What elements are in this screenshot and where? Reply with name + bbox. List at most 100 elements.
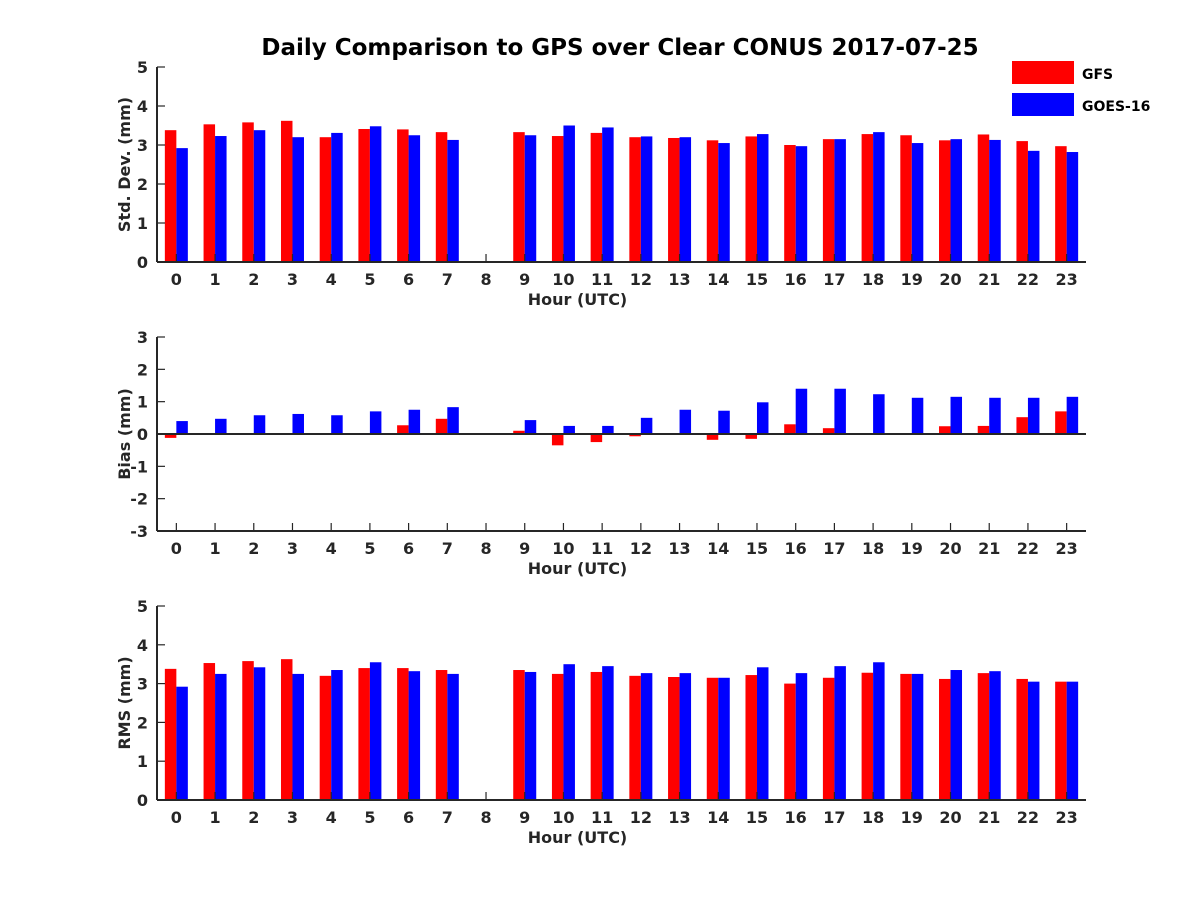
- panel-3-bar-goes-16-hour-12: [640, 673, 653, 800]
- panel-2-x-tick-label: 13: [668, 539, 690, 558]
- panel-3-x-tick-label: 17: [823, 808, 845, 827]
- panel-2-bar-goes-16-hour-3: [292, 413, 304, 434]
- panel-2-x-tick-label: 22: [1017, 539, 1039, 558]
- panel-3-bar-goes-16-hour-2: [253, 667, 266, 800]
- panel-2-bar-goes-16-hour-6: [408, 409, 421, 434]
- panel-2-bar-goes-16-hour-18: [873, 394, 885, 434]
- panel-2-bar-goes-16-hour-4: [331, 415, 343, 434]
- panel-3-bar-gfs-hour-1: [203, 663, 216, 800]
- panel-1-x-tick-label: 3: [287, 270, 298, 289]
- panel-1-x-tick-label: 15: [746, 270, 768, 289]
- panel-3-bar-gfs-hour-3: [280, 659, 293, 800]
- panel-2-bar-goes-16-hour-0: [176, 421, 188, 434]
- legend-swatch-goes16: [1012, 93, 1074, 116]
- panel-3-bar-goes-16-hour-11: [602, 666, 614, 800]
- panel-2-x-tick-label: 21: [978, 539, 1000, 558]
- panel-3-x-tick-label: 15: [746, 808, 768, 827]
- panel-3-bar-gfs-hour-14: [706, 677, 719, 800]
- panel-2-bar-goes-16-hour-22: [1027, 397, 1040, 434]
- panel-1-x-tick-label: 10: [552, 270, 574, 289]
- panel-3-x-tick-label: 3: [287, 808, 298, 827]
- panel-3-x-tick-label: 0: [171, 808, 182, 827]
- panel-2-bar-goes-16-hour-20: [950, 396, 963, 434]
- panel-3-bar-goes-16-hour-20: [950, 670, 963, 800]
- panel-3-x-tick-label: 16: [785, 808, 807, 827]
- panel-2-bar-gfs-hour-9: [513, 430, 525, 434]
- panel-2-y-tick-label: 0: [137, 425, 148, 444]
- panel-2-bar-gfs-hour-15: [745, 434, 757, 439]
- panel-1-bar-goes-16-hour-0: [176, 148, 188, 262]
- panel-1-x-tick-label: 13: [668, 270, 690, 289]
- panel-1-bar-goes-16-hour-14: [718, 143, 730, 262]
- panel-3-bar-goes-16-hour-16: [795, 673, 808, 800]
- panel-3-bar-goes-16-hour-1: [215, 673, 227, 800]
- panel-3-y-tick-label: 0: [137, 791, 148, 810]
- panel-1-x-tick-label: 11: [591, 270, 613, 289]
- legend: GFS GOES-16: [1012, 61, 1150, 116]
- panel-3-y-axis-label: RMS (mm): [115, 656, 134, 749]
- panel-1-y-tick-label: 2: [137, 175, 148, 194]
- panel-1-bar-gfs-hour-0: [164, 130, 177, 262]
- panel-2-bar-gfs-hour-17: [822, 428, 835, 434]
- panel-3-x-tick-label: 8: [480, 808, 491, 827]
- panel-3-bar-goes-16-hour-18: [873, 662, 885, 800]
- panel-1-x-tick-label: 19: [901, 270, 923, 289]
- panel-3-x-tick-label: 18: [862, 808, 884, 827]
- panel-2-bar-gfs-hour-12: [629, 434, 641, 437]
- panel-1-x-tick-label: 22: [1017, 270, 1039, 289]
- panel-2-bar-gfs-hour-0: [164, 434, 177, 438]
- panel-3-x-tick-label: 12: [630, 808, 652, 827]
- panel-1-y-tick-label: 4: [137, 97, 148, 116]
- panel-2-bar-goes-16-hour-5: [369, 411, 382, 434]
- panel-3-bar-goes-16-hour-19: [911, 673, 924, 800]
- panel-3-bar-goes-16-hour-3: [292, 673, 304, 800]
- panel-1-bar-goes-16-hour-21: [989, 139, 1001, 262]
- panel-1-bar-goes-16-hour-11: [602, 127, 614, 262]
- chart-title: Daily Comparison to GPS over Clear CONUS…: [261, 35, 978, 61]
- panel-3-bar-goes-16-hour-23: [1066, 681, 1079, 800]
- panel-1-bar-gfs-hour-16: [784, 145, 796, 262]
- panel-1-bar-gfs-hour-10: [551, 136, 564, 262]
- panel-2-bar-goes-16-hour-17: [834, 388, 846, 434]
- panel-1-bar-goes-16-hour-13: [679, 137, 692, 262]
- panel-2-bar-gfs-hour-10: [551, 434, 564, 446]
- panel-3-bar-gfs-hour-4: [319, 675, 332, 800]
- panel-3-bar-gfs-hour-10: [551, 673, 564, 800]
- panel-3-bar-gfs-hour-9: [513, 670, 525, 800]
- panel-2-bar-goes-16-hour-23: [1066, 396, 1079, 434]
- panel-1-bar-gfs-hour-19: [900, 135, 912, 262]
- panel-2-x-tick-label: 1: [209, 539, 220, 558]
- panel-2-bar-gfs-hour-22: [1016, 417, 1028, 434]
- panel-3-bar-gfs-hour-21: [977, 673, 990, 800]
- panel-1-y-tick-label: 5: [137, 58, 148, 77]
- panel-1-x-tick-label: 5: [364, 270, 375, 289]
- panel-3-bar-gfs-hour-7: [435, 670, 448, 800]
- panel-1-x-tick-label: 18: [862, 270, 884, 289]
- panel-2-bar-goes-16-hour-10: [563, 425, 575, 434]
- panel-2-x-tick-label: 5: [364, 539, 375, 558]
- panel-2-bar-gfs-hour-7: [435, 418, 448, 434]
- panel-2-x-axis-label: Hour (UTC): [528, 559, 628, 578]
- panel-3-bar-gfs-hour-12: [629, 675, 641, 800]
- panel-3-bar-goes-16-hour-6: [408, 671, 421, 800]
- panel-1-bar-gfs-hour-11: [590, 132, 603, 262]
- panel-2-x-tick-label: 23: [1056, 539, 1078, 558]
- panel-2-x-tick-label: 18: [862, 539, 884, 558]
- panel-3-bar-goes-16-hour-0: [176, 686, 188, 800]
- panel-3-x-tick-label: 21: [978, 808, 1000, 827]
- panel-3-bar-gfs-hour-0: [164, 668, 177, 800]
- panel-3-bar-goes-16-hour-17: [834, 666, 846, 800]
- panel-1-x-tick-label: 1: [209, 270, 220, 289]
- panel-2-x-tick-label: 10: [552, 539, 574, 558]
- panel-2-bars: [164, 388, 1079, 446]
- panel-1-x-tick-label: 4: [326, 270, 337, 289]
- panel-1-bar-gfs-hour-9: [513, 132, 525, 262]
- panel-3-x-tick-label: 14: [707, 808, 729, 827]
- panel-3-x-tick-label: 9: [519, 808, 530, 827]
- panel-1-x-tick-label: 12: [630, 270, 652, 289]
- panel-2-x-tick-label: 6: [403, 539, 414, 558]
- panel-3-bar-goes-16-hour-22: [1027, 681, 1040, 800]
